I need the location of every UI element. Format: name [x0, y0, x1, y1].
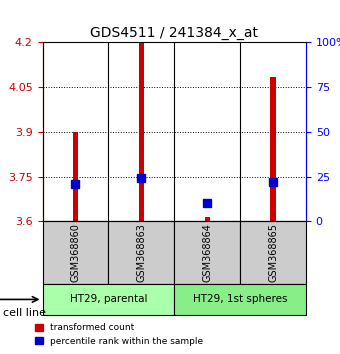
Legend: transformed count, percentile rank within the sample: transformed count, percentile rank withi… — [32, 320, 206, 349]
Text: HT29, parental: HT29, parental — [70, 295, 147, 304]
Text: GSM368860: GSM368860 — [70, 223, 81, 282]
Bar — [139, 42, 144, 221]
Title: GDS4511 / 241384_x_at: GDS4511 / 241384_x_at — [90, 26, 258, 40]
Bar — [205, 217, 210, 221]
FancyBboxPatch shape — [108, 221, 174, 284]
Text: GSM368864: GSM368864 — [202, 223, 212, 282]
FancyBboxPatch shape — [240, 221, 306, 284]
Text: GSM368865: GSM368865 — [268, 223, 278, 282]
Bar — [270, 77, 276, 221]
Text: cell line: cell line — [3, 308, 46, 318]
FancyBboxPatch shape — [42, 284, 174, 315]
Text: HT29, 1st spheres: HT29, 1st spheres — [193, 295, 287, 304]
Text: GSM368863: GSM368863 — [136, 223, 146, 282]
FancyBboxPatch shape — [174, 284, 306, 315]
FancyBboxPatch shape — [42, 221, 108, 284]
Bar — [73, 132, 78, 221]
FancyBboxPatch shape — [174, 221, 240, 284]
